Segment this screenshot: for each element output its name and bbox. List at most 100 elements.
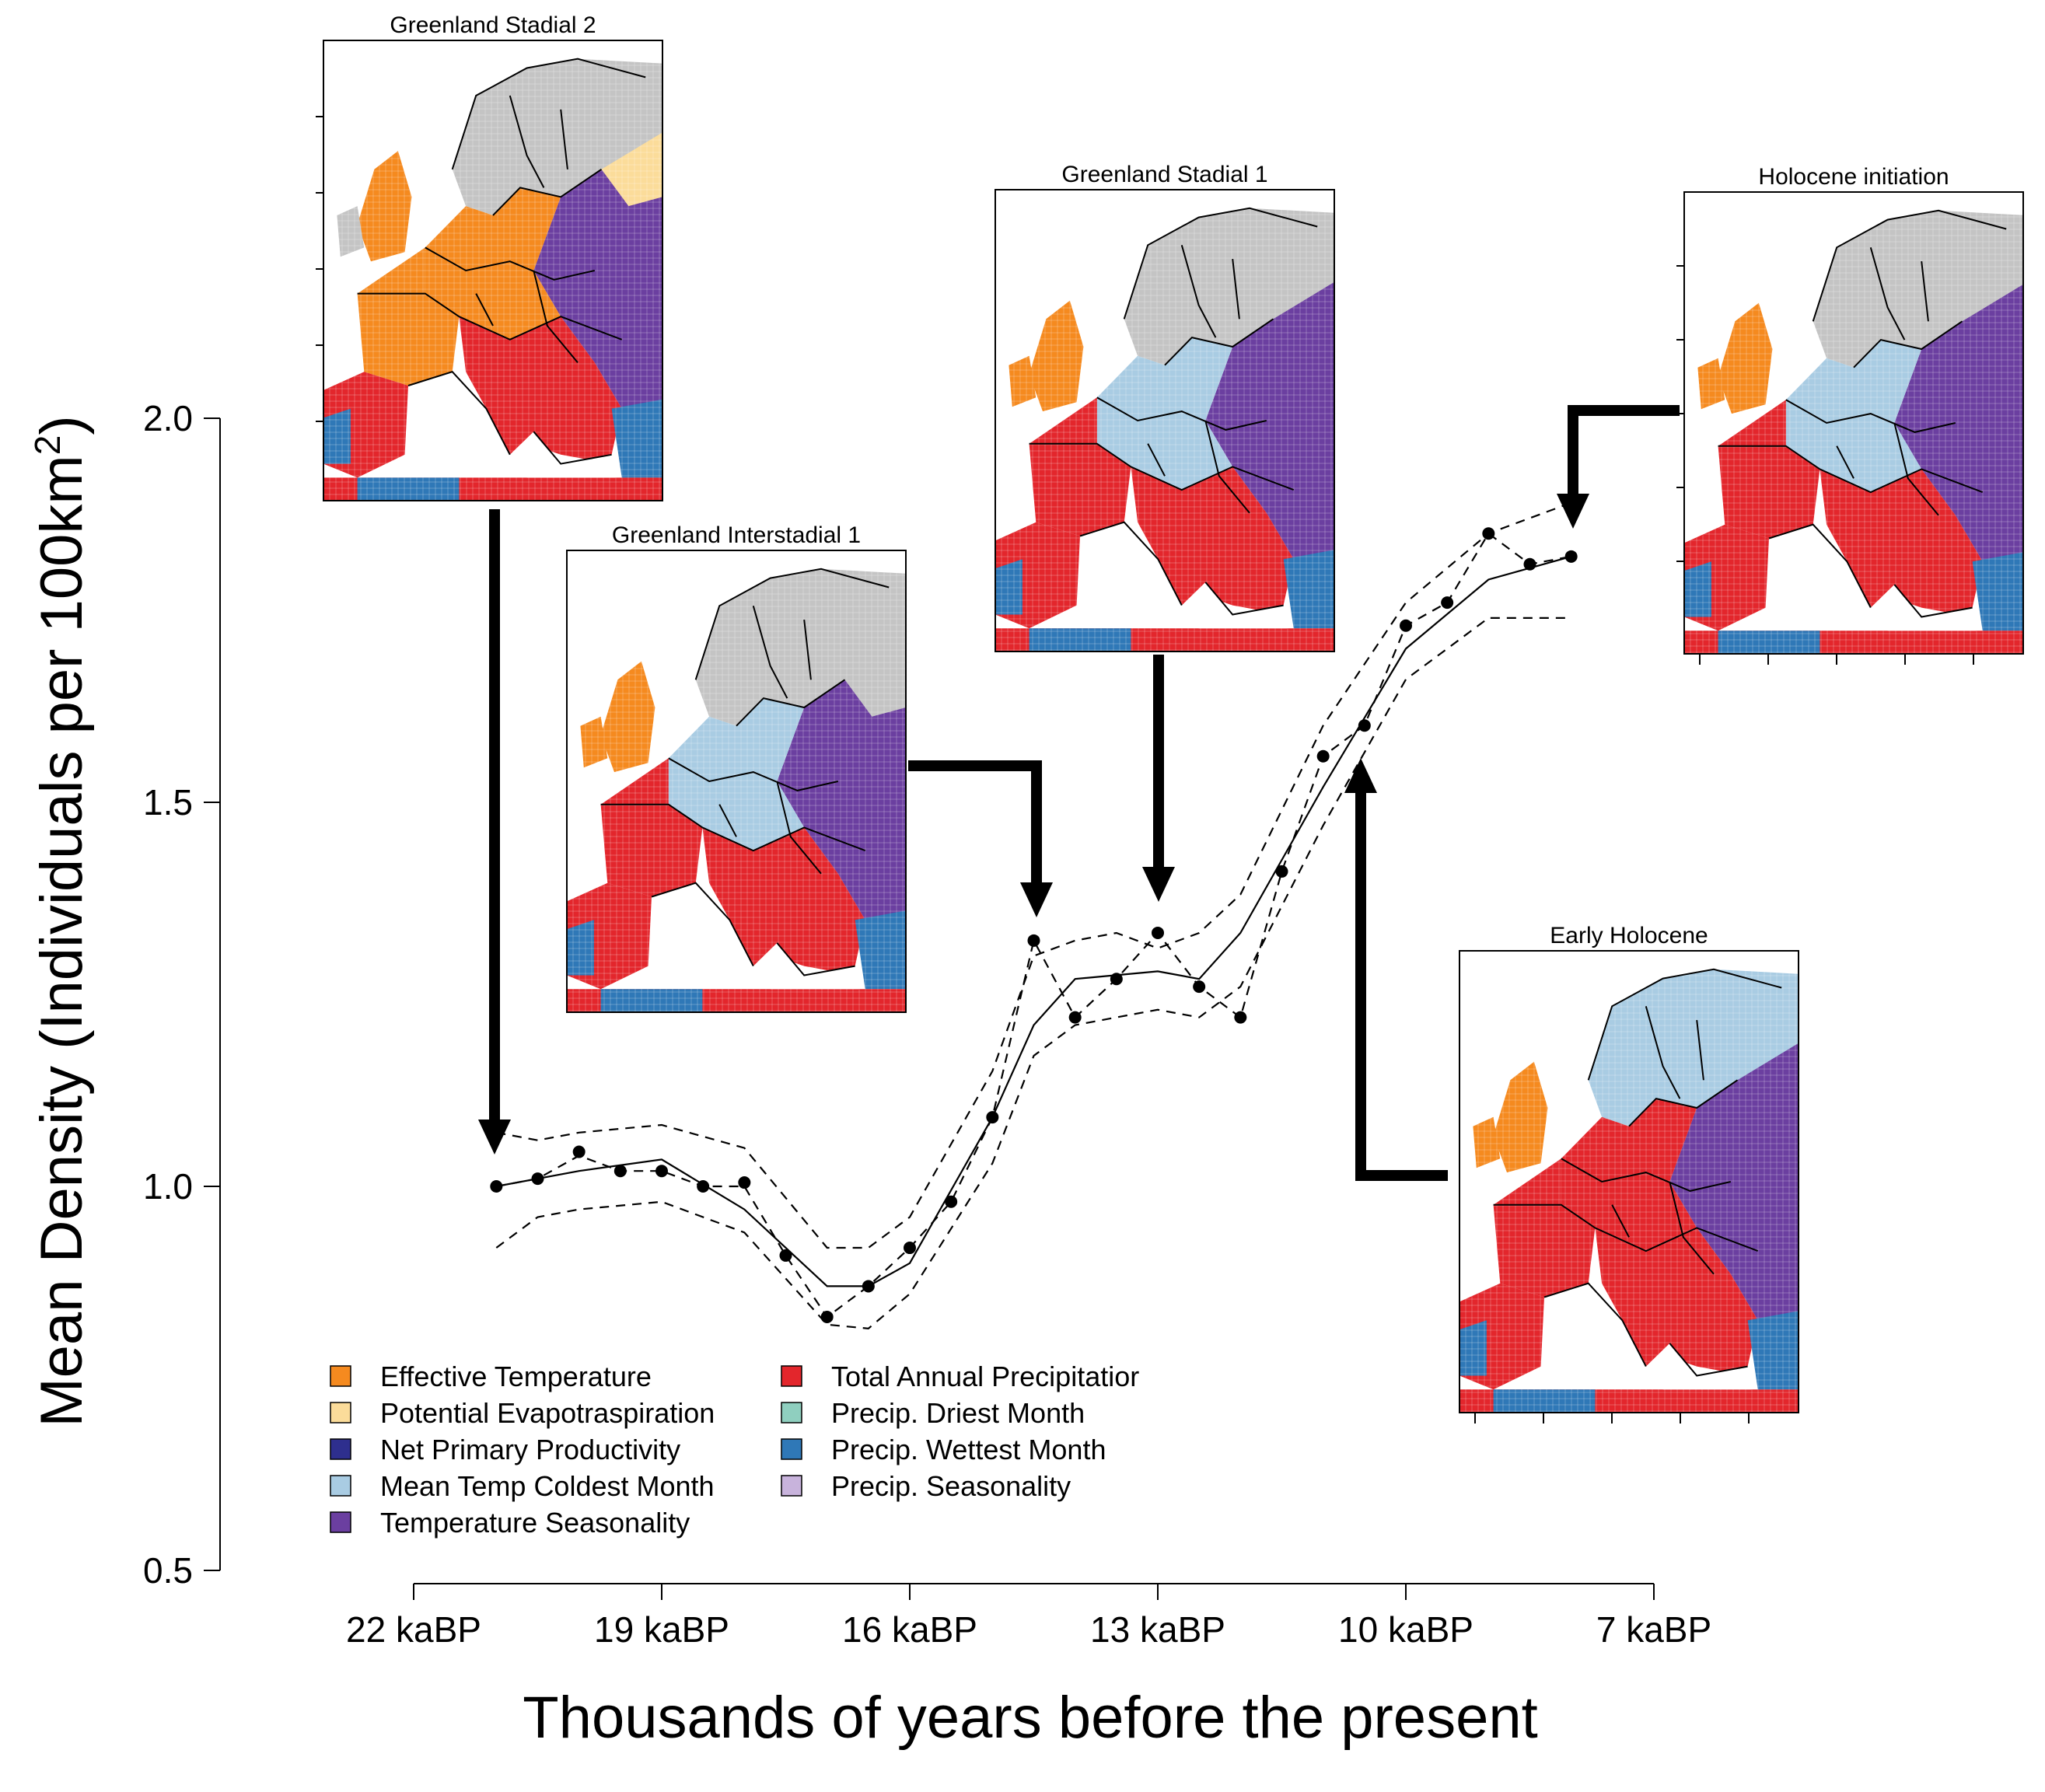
y-tick-label: 2.0	[143, 398, 193, 438]
map-region-east-top	[1737, 1043, 1799, 1117]
map-region-north	[695, 568, 906, 726]
map-region-ireland	[337, 206, 365, 257]
legend: Effective Temperature Potential Evapotras…	[330, 1361, 1139, 1539]
map-region-south	[1131, 466, 1294, 615]
map-region-east	[533, 155, 662, 409]
map-frame	[566, 550, 907, 1013]
data-point	[1564, 550, 1578, 563]
map-region-britain	[1029, 300, 1084, 412]
map-sea-west	[411, 422, 493, 473]
map-region-south	[1595, 1228, 1758, 1376]
map-region-ireland	[1473, 1116, 1501, 1168]
data-point	[1358, 719, 1371, 732]
map-region-east	[1669, 1066, 1799, 1321]
legend-label: Net Primary Productivity	[380, 1434, 680, 1465]
map-region-north	[1588, 969, 1799, 1127]
x-tick-label: 10 kaBP	[1338, 1609, 1473, 1650]
arrow-holocene-init-head	[1557, 494, 1589, 529]
x-tick-label: 22 kaBP	[346, 1609, 481, 1650]
map-title: Greenland Stadial 1	[1061, 162, 1267, 187]
arrow-gs2-head	[478, 1120, 511, 1154]
map-region-iberia-west	[995, 559, 1022, 615]
map-sea-west	[1547, 1334, 1629, 1385]
x-tick-label: 16 kaBP	[842, 1609, 977, 1650]
map-region-southeast	[1747, 1311, 1799, 1390]
map-region-west	[357, 247, 460, 386]
points-layer	[490, 527, 1578, 1323]
x-tick-label: 19 kaBP	[594, 1609, 729, 1650]
arrow-gs1-head	[1142, 867, 1175, 902]
legend-label: Precip. Wettest Month	[831, 1434, 1106, 1465]
map-region-ireland	[1009, 355, 1036, 407]
series-line-dashed-upper	[496, 501, 1572, 1249]
series-layer	[495, 501, 1572, 1329]
data-point	[1275, 865, 1288, 878]
data-point	[1068, 1011, 1082, 1024]
map-region-britain	[1718, 302, 1773, 414]
data-point	[1523, 557, 1536, 571]
x-axis: 22 kaBP 19 kaBP 16 kaBP 13 kaBP 10 kaBP 7 kaB…	[346, 1583, 1711, 1650]
map-region-east	[1205, 305, 1334, 560]
map-frame	[1459, 950, 1799, 1413]
arrows-layer	[478, 405, 1680, 1181]
map-region-east	[777, 665, 906, 920]
data-point	[1234, 1011, 1247, 1024]
data-point	[1027, 934, 1040, 947]
data-point	[1152, 926, 1164, 939]
map-region-ireland	[1697, 358, 1725, 410]
map-sea-west	[655, 934, 736, 985]
map-region-africa-blue	[357, 477, 460, 501]
map-title: Early Holocene	[1550, 923, 1708, 948]
legend-swatch	[330, 1365, 351, 1387]
arrow-early-holocene-head	[1344, 758, 1377, 793]
legend-label: Mean Temp Coldest Month	[380, 1470, 715, 1502]
map-region-africa-blue	[1029, 628, 1131, 651]
map-region-west	[1029, 397, 1131, 536]
data-point	[1400, 619, 1412, 632]
map-region-iberia-west	[1459, 1320, 1487, 1376]
map-title: Greenland Stadial 2	[390, 12, 596, 38]
map-region-central	[1096, 337, 1233, 491]
map-title: Greenland Interstadial 1	[612, 522, 861, 548]
legend-swatch	[330, 1475, 351, 1497]
arrow-gi1-head	[1020, 882, 1053, 917]
map-sea-west	[1083, 573, 1165, 624]
legend-label: Precip. Seasonality	[831, 1470, 1071, 1502]
legend-label: Precip. Driest Month	[831, 1397, 1085, 1429]
map-frame	[995, 189, 1335, 652]
map-region-east-top	[844, 642, 906, 717]
data-point	[945, 1195, 958, 1208]
x-tick-label: 7 kaBP	[1596, 1609, 1711, 1650]
legend-swatch	[781, 1475, 802, 1497]
y-axis: 0.5 1.0 1.5 2.0	[143, 398, 221, 1591]
legend-swatch	[330, 1511, 351, 1533]
data-point	[490, 1180, 503, 1193]
map-region-africa-blue	[600, 989, 703, 1012]
map-region-iberia-west	[567, 920, 594, 976]
arrow-holocene-init	[1568, 405, 1680, 494]
map-region-southeast	[855, 910, 906, 990]
data-point	[1193, 980, 1206, 994]
legend-swatch	[781, 1365, 802, 1387]
legend-swatch	[781, 1402, 802, 1423]
map-region-central	[1561, 1099, 1697, 1252]
legend-label: Potential Evapotraspiration	[380, 1397, 715, 1429]
map-region-south	[459, 316, 622, 464]
map-panel: Greenland Interstadial 1	[566, 522, 907, 1013]
map-panel: Greenland Stadial 1	[995, 162, 1335, 652]
map-region-iberia-west	[323, 408, 351, 464]
map-frame	[1683, 191, 2024, 655]
map-region-central	[425, 187, 561, 340]
arrow-gi1	[908, 760, 1042, 882]
map-region-north	[452, 58, 662, 215]
data-point	[986, 1111, 999, 1124]
series-line-dashed-lower	[495, 617, 1571, 1329]
map-region-ireland	[580, 716, 608, 768]
map-region-east-top	[1273, 281, 1334, 356]
data-point	[655, 1165, 668, 1178]
data-point	[531, 1172, 544, 1186]
data-point	[779, 1249, 792, 1262]
map-sea-west	[1772, 575, 1854, 627]
map-region-south	[702, 827, 865, 976]
